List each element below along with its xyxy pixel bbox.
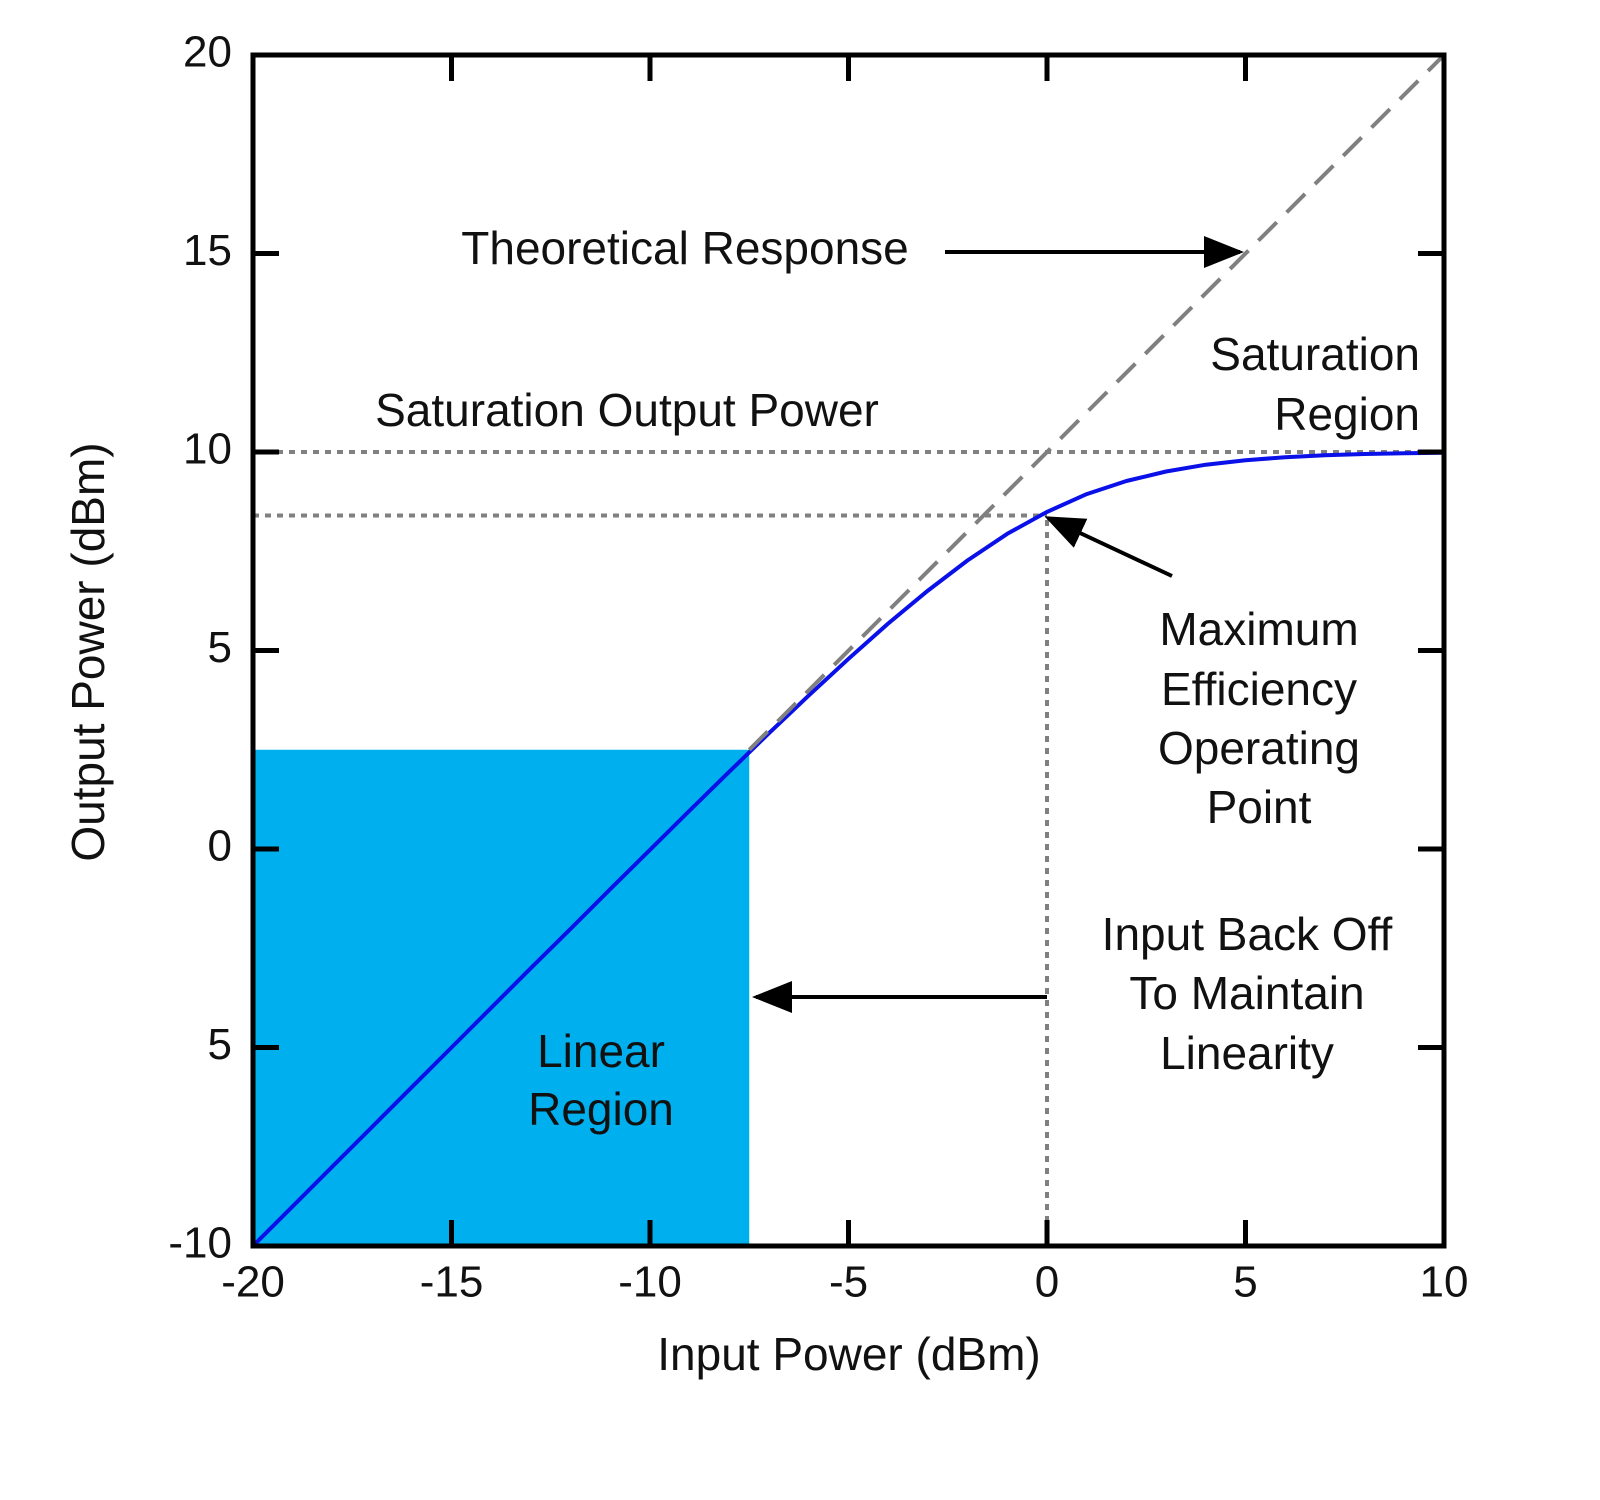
x-tick-label: -5 bbox=[829, 1258, 868, 1307]
annotation-max-efficiency-2: Efficiency bbox=[1161, 663, 1357, 715]
max-efficiency-arrow bbox=[1044, 516, 1173, 578]
annotation-linear-region-1: Linear bbox=[537, 1025, 665, 1077]
annotation-saturation-output-power: Saturation Output Power bbox=[375, 384, 879, 436]
annotation-theoretical-response: Theoretical Response bbox=[461, 222, 908, 274]
output-power-curve bbox=[251, 450, 1445, 1248]
y-tick-label: 20 bbox=[183, 28, 232, 77]
y-tick-label: 5 bbox=[208, 623, 232, 672]
annotation-max-efficiency-4: Point bbox=[1207, 781, 1312, 833]
x-tick-label: -20 bbox=[221, 1258, 285, 1307]
annotation-saturation-region-2: Region bbox=[1274, 388, 1420, 440]
y-tick-label: 5 bbox=[208, 1020, 232, 1069]
x-tick-label: 5 bbox=[1233, 1258, 1257, 1307]
annotation-backoff-1: Input Back Off bbox=[1102, 908, 1393, 960]
theoretical-response-line bbox=[747, 53, 1446, 752]
annotation-saturation-region-1: Saturation bbox=[1210, 328, 1420, 380]
x-axis-label: Input Power (dBm) bbox=[657, 1328, 1040, 1380]
annotation-linear-region-2: Region bbox=[528, 1083, 674, 1135]
x-tick-label: 10 bbox=[1420, 1258, 1469, 1307]
y-tick-label: 15 bbox=[183, 226, 232, 275]
annotation-backoff-2: To Maintain bbox=[1129, 967, 1364, 1019]
x-tick-label: 0 bbox=[1035, 1258, 1059, 1307]
y-tick-label: 0 bbox=[208, 822, 232, 871]
x-tick-label: -15 bbox=[420, 1258, 484, 1307]
annotation-backoff-3: Linearity bbox=[1160, 1027, 1334, 1079]
annotation-max-efficiency-1: Maximum bbox=[1159, 603, 1358, 655]
y-axis-label: Output Power (dBm) bbox=[62, 442, 114, 861]
x-tick-label: -10 bbox=[618, 1258, 682, 1307]
y-tick-label: -10 bbox=[168, 1219, 232, 1268]
y-tick-label: 10 bbox=[183, 425, 232, 474]
annotation-max-efficiency-3: Operating bbox=[1158, 722, 1360, 774]
